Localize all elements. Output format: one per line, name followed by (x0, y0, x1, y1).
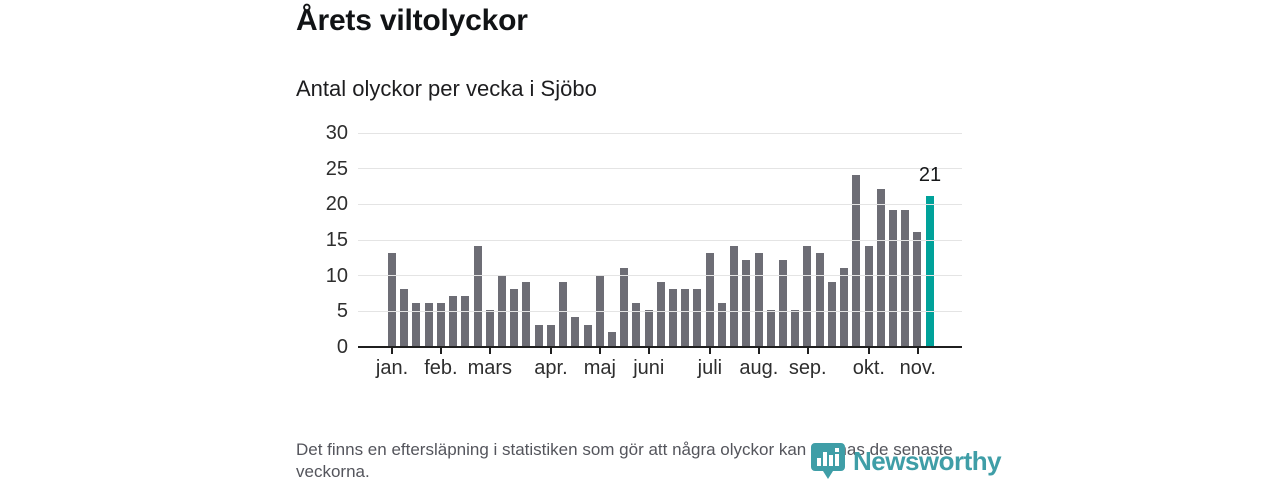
x-axis-label-juli: juli (697, 357, 723, 379)
x-axis-tick-mars (488, 348, 491, 354)
y-axis-label-10: 10 (325, 264, 348, 287)
bar-week-31 (754, 253, 763, 346)
y-axis-label-0: 0 (336, 336, 348, 358)
bar-week-12 (522, 281, 531, 346)
bar-week-33 (779, 260, 787, 346)
bar-week-30 (742, 260, 751, 346)
bar-week-28 (717, 303, 726, 346)
x-axis-label-mars: mars (467, 357, 513, 379)
gridline-y-20 (358, 203, 962, 205)
footer-note: Det finns en eftersläpning i statistiken… (296, 440, 953, 481)
x-axis-tick-juni (647, 348, 650, 354)
gridline-y-10 (358, 275, 962, 277)
x-axis-label-okt: okt. (852, 357, 885, 379)
bar-week-37 (827, 281, 836, 346)
bar-week-29 (730, 246, 739, 346)
bar-week-27 (705, 253, 714, 346)
gridline-y-30 (358, 132, 962, 134)
x-axis-tick-aug (757, 348, 760, 354)
bar-week-17 (583, 324, 592, 346)
bar-week-24 (669, 288, 678, 346)
bar-week-13 (534, 324, 543, 346)
x-axis-label-feb: feb. (424, 357, 458, 379)
bar-week-45 (925, 196, 934, 346)
x-axis-label-apr: apr. (534, 357, 568, 379)
gridline-y-15 (358, 239, 962, 241)
y-axis-label-15: 15 (325, 229, 348, 251)
newsworthy-logo-icon (811, 443, 845, 479)
x-axis-tick-okt (867, 348, 870, 354)
bar-week-11 (510, 288, 519, 346)
x-axis-line (358, 346, 962, 348)
bar-week-22 (644, 310, 653, 346)
bar-week-9 (485, 310, 494, 346)
bar-week-10 (497, 274, 506, 346)
page-title: Årets viltolyckor (296, 4, 528, 37)
x-axis-label-jan: jan. (375, 357, 409, 379)
bar-week-15 (559, 281, 568, 346)
bar-week-32 (766, 310, 775, 346)
y-axis-label-20: 20 (325, 193, 348, 216)
y-axis-label-30: 30 (325, 122, 348, 144)
bar-week-36 (815, 253, 824, 346)
bar-week-35 (803, 246, 812, 346)
bar-week-38 (840, 267, 849, 346)
bar-week-21 (632, 303, 641, 346)
x-axis-tick-maj (598, 348, 601, 354)
x-axis-label-nov: nov. (899, 357, 936, 379)
bar-week-8 (473, 246, 482, 346)
bar-week-1 (388, 253, 396, 346)
bar-week-20 (620, 267, 629, 346)
x-axis-label-sep: sep. (788, 357, 827, 379)
newsworthy-wordmark: Newsworthy (853, 445, 1002, 476)
bar-series (388, 133, 934, 346)
x-axis-tick-juli (708, 348, 711, 354)
chart-subtitle: Antal olyckor per vecka i Sjöbo (296, 76, 597, 101)
bar-week-5 (436, 303, 445, 346)
bar-week-19 (607, 331, 616, 346)
bar-week-43 (901, 210, 910, 346)
bar-week-41 (876, 189, 885, 346)
bar-week-40 (864, 246, 873, 346)
bar-week-4 (424, 303, 433, 346)
gridline-y-25 (358, 168, 962, 170)
y-axis-label-25: 25 (325, 157, 348, 180)
bar-week-42 (888, 210, 897, 346)
x-axis-tick-feb (439, 348, 442, 354)
x-axis-label-aug: aug. (739, 357, 779, 379)
bar-week-34 (791, 310, 800, 346)
x-axis-label-maj: maj (583, 357, 616, 379)
bar-week-3 (412, 303, 421, 346)
x-axis-tick-nov (916, 348, 919, 354)
gridline-y-5 (358, 310, 962, 312)
highlight-value-label: 21 (918, 164, 942, 187)
bar-week-25 (681, 288, 690, 346)
bar-week-23 (656, 281, 665, 346)
bar-week-6 (449, 296, 458, 346)
y-axis-label-5: 5 (336, 300, 348, 323)
bar-chart-plot-area: 0 5 10 15 20 25 30 jan. feb. mars apr. maj juni juli a… (326, 122, 962, 379)
bar-week-39 (852, 174, 861, 346)
bar-week-2 (400, 288, 409, 346)
bar-week-14 (546, 324, 555, 346)
bar-week-18 (595, 274, 604, 346)
x-axis-label-juni: juni (633, 357, 665, 379)
bar-week-26 (693, 288, 702, 346)
x-axis-tick-sep (806, 348, 809, 354)
bar-week-44 (913, 231, 922, 346)
newsworthy-logo: Newsworthy (810, 442, 1002, 480)
bar-week-7 (461, 296, 470, 346)
x-axis-tick-jan (391, 348, 393, 354)
bar-week-16 (571, 317, 580, 346)
x-axis-tick-apr (549, 348, 552, 354)
